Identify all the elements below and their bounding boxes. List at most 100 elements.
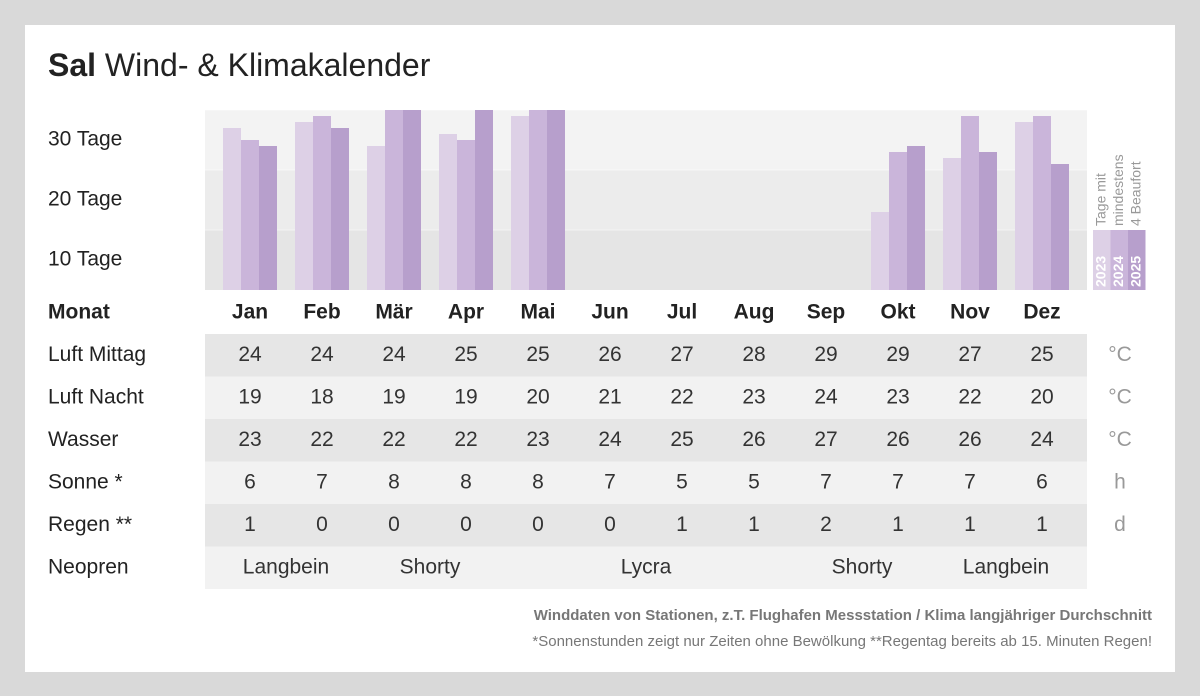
cell: 26: [742, 428, 765, 451]
cell: 24: [1030, 428, 1054, 451]
month-label: Sep: [807, 301, 846, 324]
row-band: [205, 546, 1087, 589]
cell: 1: [244, 513, 256, 536]
cell: 1: [1036, 513, 1048, 536]
cell: Shorty: [400, 555, 461, 578]
unit: °C: [1108, 428, 1132, 451]
cell: 5: [748, 470, 760, 493]
cell: 0: [604, 513, 616, 536]
bar: [313, 116, 331, 290]
title: Sal Wind- & Klimakalender: [48, 47, 431, 83]
month-label: Okt: [880, 301, 915, 324]
cell: 25: [1030, 343, 1053, 366]
bar: [1015, 122, 1033, 290]
cell: Langbein: [243, 555, 329, 578]
cell: 25: [526, 343, 549, 366]
cell: 26: [598, 343, 621, 366]
bar: [871, 212, 889, 290]
month-label: Jul: [667, 301, 697, 324]
month-label: Aug: [734, 301, 775, 324]
cell: 0: [316, 513, 328, 536]
cell: 23: [886, 385, 909, 408]
cell: 0: [532, 513, 544, 536]
cell: 1: [964, 513, 976, 536]
bar: [367, 146, 385, 290]
bar: [1033, 116, 1051, 290]
bar: [295, 122, 313, 290]
cell: 2: [820, 513, 832, 536]
cell: 24: [598, 428, 622, 451]
legend-label: 2024: [1110, 256, 1126, 287]
row-label: Luft Mittag: [48, 343, 146, 366]
month-label: Jun: [591, 301, 628, 324]
row-label: Luft Nacht: [48, 385, 144, 408]
cell: 27: [814, 428, 837, 451]
month-label: Mär: [375, 301, 412, 324]
cell: 19: [454, 385, 477, 408]
row-label: Wasser: [48, 428, 118, 451]
band: [205, 110, 1087, 170]
legend-title: Tage mit: [1093, 173, 1109, 226]
cell: 24: [382, 343, 406, 366]
cell: 25: [454, 343, 477, 366]
row-band: [205, 419, 1087, 462]
month-label: Nov: [950, 301, 990, 324]
legend-title: mindestens: [1110, 154, 1126, 226]
row-band: [205, 504, 1087, 547]
cell: 7: [964, 470, 976, 493]
bar: [241, 140, 259, 290]
row-band: [205, 376, 1087, 419]
legend-title: 4 Beaufort: [1128, 161, 1144, 226]
cell: 20: [1030, 385, 1053, 408]
month-label: Dez: [1023, 301, 1060, 324]
legend-label: 2023: [1093, 256, 1109, 287]
cell: 27: [670, 343, 693, 366]
month-label: Mai: [520, 301, 555, 324]
bar: [457, 140, 475, 290]
cell: 21: [598, 385, 621, 408]
legend-swatch: [1093, 230, 1111, 290]
bar: [331, 128, 349, 290]
cell: 20: [526, 385, 549, 408]
unit: °C: [1108, 343, 1132, 366]
unit: d: [1114, 513, 1126, 536]
bar: [223, 128, 241, 290]
cell: 26: [886, 428, 909, 451]
cell: 24: [238, 343, 262, 366]
cell: 19: [238, 385, 261, 408]
cell: 7: [604, 470, 616, 493]
bar: [529, 110, 547, 290]
bar: [979, 152, 997, 290]
cell: 29: [814, 343, 837, 366]
bar: [961, 116, 979, 290]
cell: 8: [532, 470, 544, 493]
bar: [259, 146, 277, 290]
bar: [385, 110, 403, 290]
cell: 27: [958, 343, 981, 366]
cell: 22: [670, 385, 693, 408]
content: 10 Tage 20 Tage 30 Tage Jan Feb Mär Apr Mai Jun J…: [48, 109, 1146, 589]
cell: 23: [238, 428, 261, 451]
cell: 19: [382, 385, 405, 408]
title-bold: Sal: [48, 47, 96, 83]
bar: [403, 110, 421, 290]
cell: 7: [820, 470, 832, 493]
cell: 24: [814, 385, 838, 408]
cell: 25: [670, 428, 693, 451]
cell: 8: [388, 470, 400, 493]
row-label: Regen **: [48, 513, 132, 536]
month-label: Apr: [448, 301, 484, 324]
band: [205, 230, 1087, 290]
cell: 24: [310, 343, 334, 366]
bar: [547, 110, 565, 290]
cell: 7: [316, 470, 328, 493]
header-label: Monat: [48, 301, 110, 324]
cell: 29: [886, 343, 909, 366]
unit: h: [1114, 470, 1126, 493]
row-label: Neopren: [48, 555, 129, 578]
row-band: [205, 461, 1087, 504]
bar: [475, 110, 493, 290]
row-label: Sonne *: [48, 470, 123, 493]
y-tick-label: 20 Tage: [48, 188, 122, 211]
